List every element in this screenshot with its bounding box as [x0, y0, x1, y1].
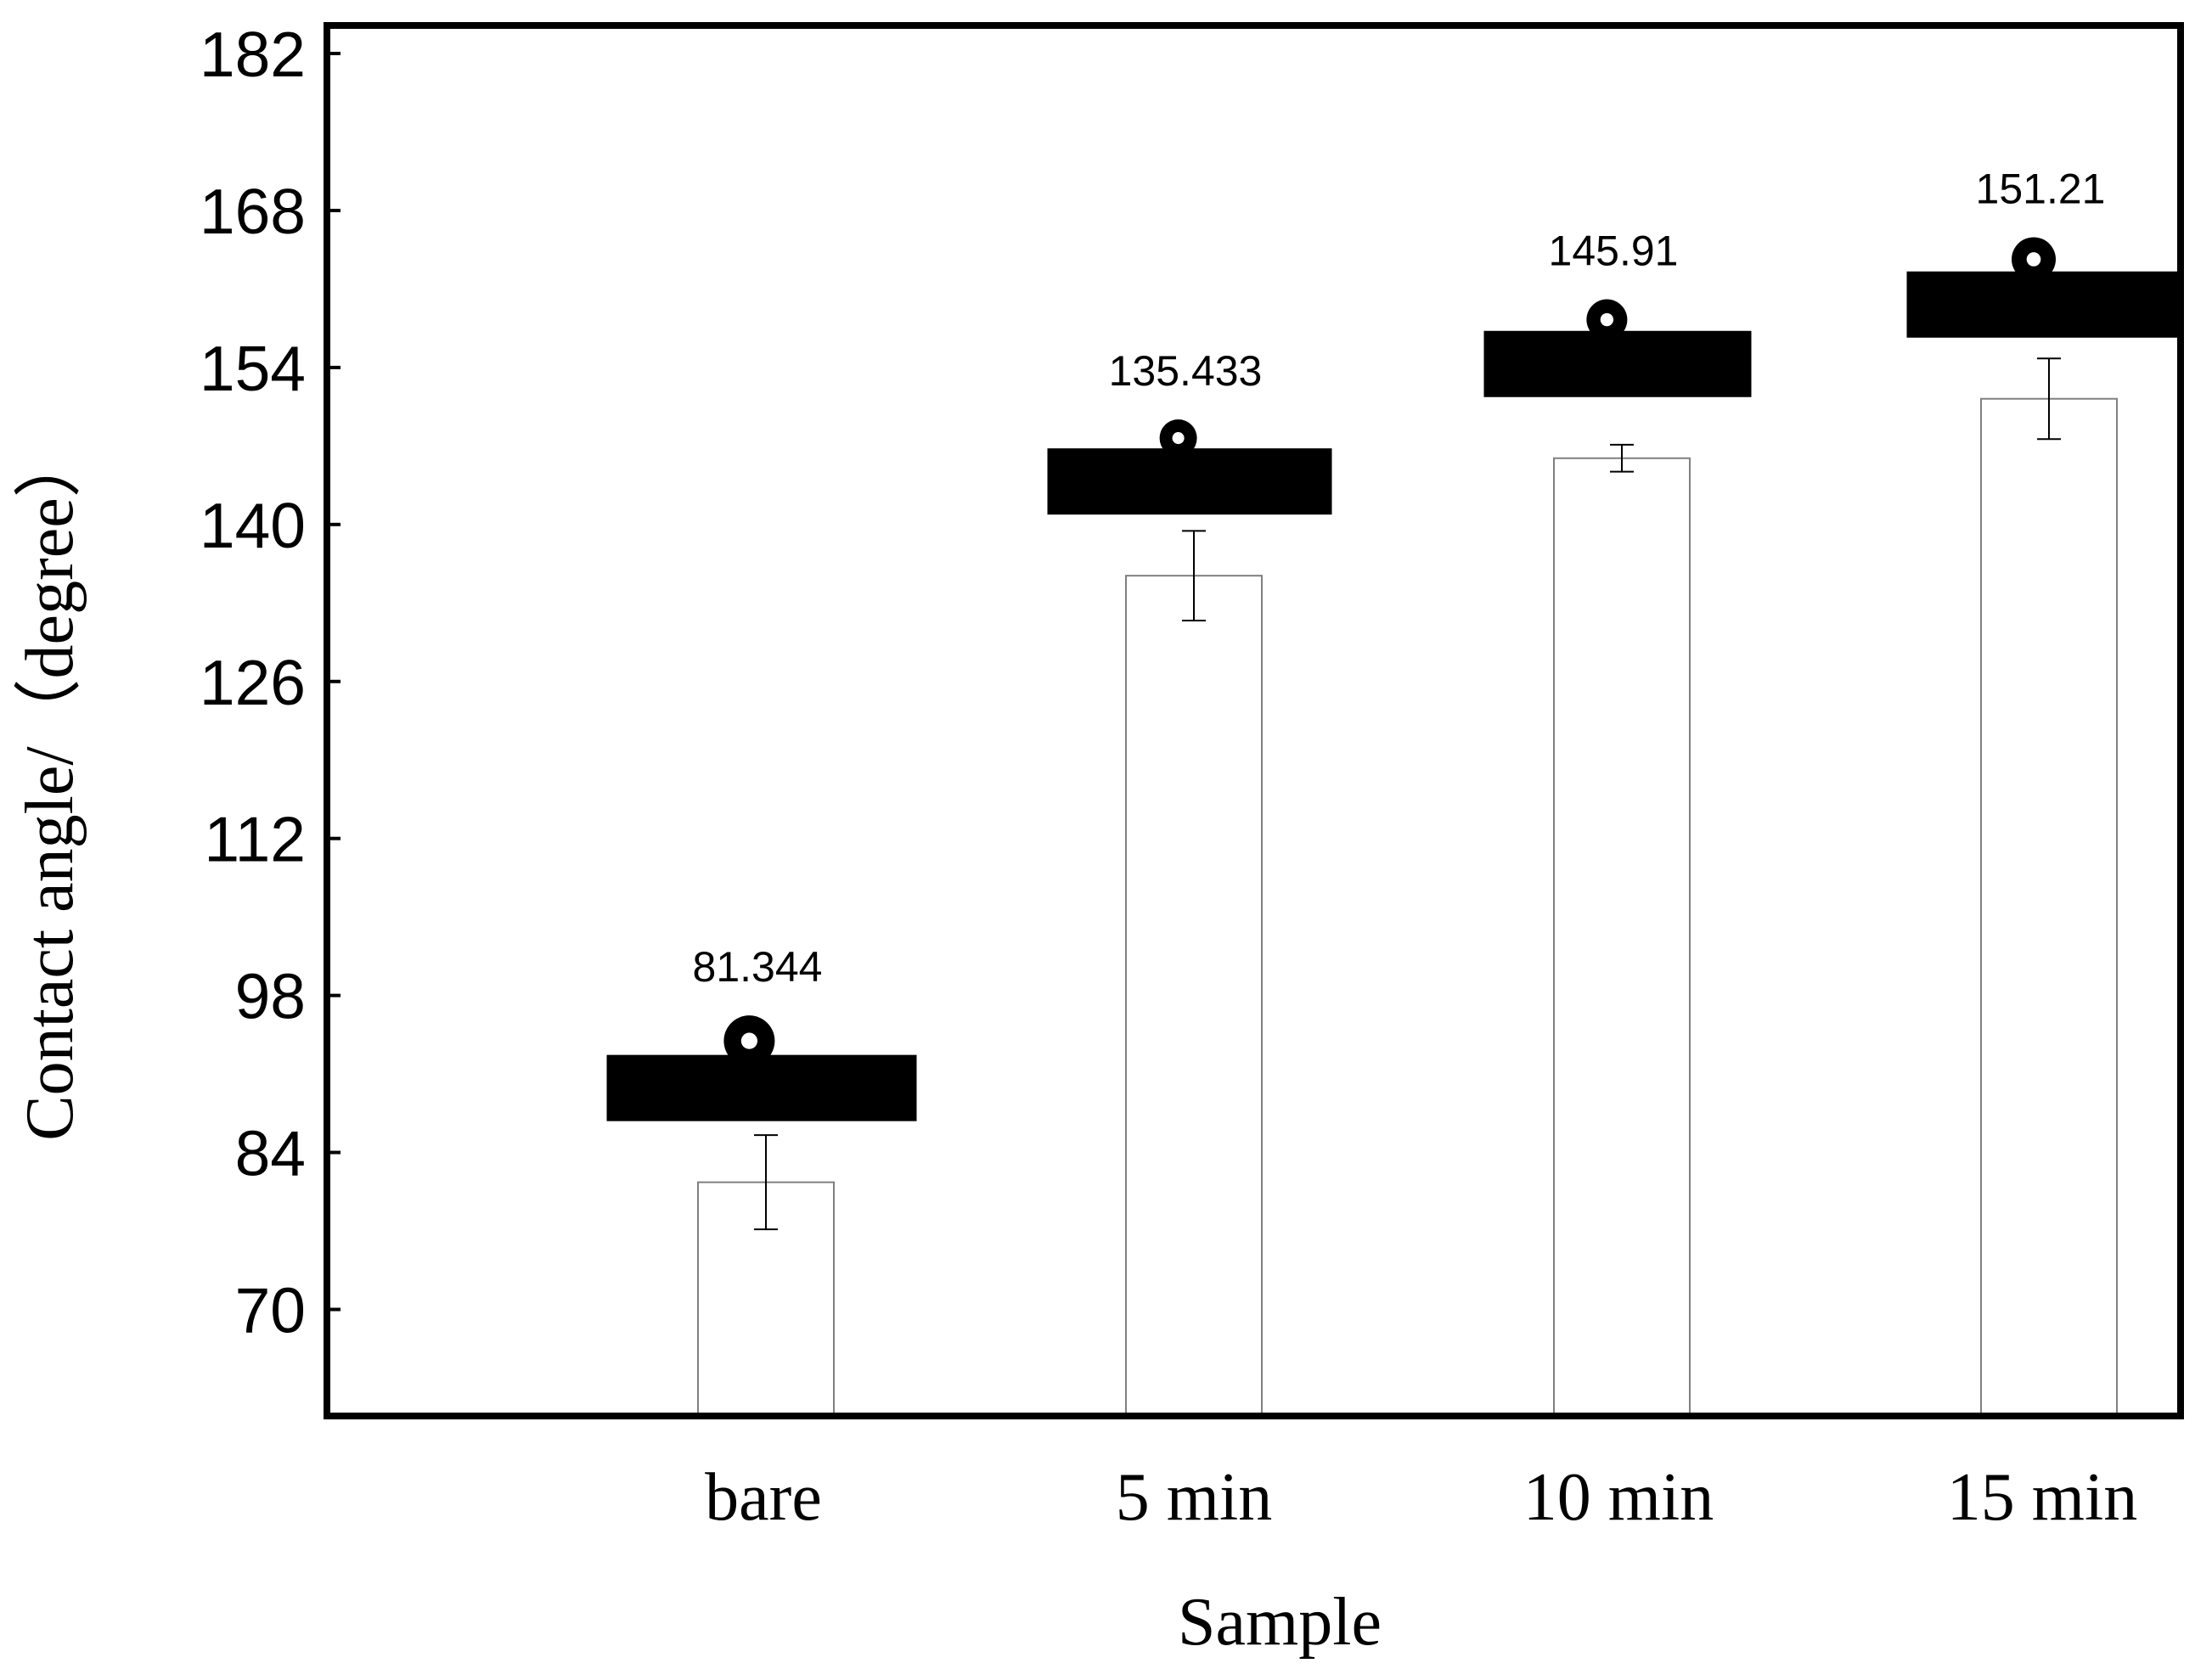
error-bar-3: [2037, 357, 2061, 441]
y-axis-title: Contact angle/（degree）: [13, 430, 87, 1140]
droplet-image-0: [606, 1015, 917, 1121]
droplet-substrate-2: [1483, 330, 1752, 397]
droplet-highlight-2: [1600, 312, 1614, 327]
error-bar-2: [1610, 443, 1634, 473]
category-label-1: 5 min: [1116, 1460, 1272, 1535]
plot-area: 81.344 135.433 145.91 151.21: [606, 165, 2183, 1418]
y-tick-label-7: 168: [200, 176, 306, 247]
data-label-1: 135.433: [1109, 347, 1263, 395]
y-tick-label-4: 126: [200, 647, 306, 718]
data-label-0: 81.344: [693, 943, 823, 991]
y-tick-label-1: 84: [235, 1118, 306, 1189]
droplet-substrate-3: [1906, 271, 2183, 338]
x-axis-title: Sample: [1178, 1585, 1382, 1660]
droplet-image-3: [1906, 237, 2183, 338]
error-bar-1: [1182, 530, 1206, 621]
droplet-highlight-0: [740, 1032, 758, 1049]
y-tick-label-5: 140: [200, 490, 306, 561]
droplet-substrate-1: [1047, 448, 1332, 515]
category-label-2: 10 min: [1523, 1460, 1714, 1535]
y-axis: 70 84 98 112 126 140 154 168 182: [200, 19, 341, 1346]
droplet-substrate-0: [606, 1054, 917, 1121]
error-bar-0: [754, 1134, 778, 1231]
data-label-2: 145.91: [1549, 228, 1679, 275]
bar-1: [1125, 575, 1263, 1417]
plot-frame: [324, 22, 2184, 1419]
category-label-0: bare: [705, 1460, 822, 1535]
droplet-highlight-3: [2026, 252, 2041, 267]
y-tick-label-0: 70: [235, 1275, 306, 1346]
droplet-image-1: [1047, 419, 1332, 515]
category-label-3: 15 min: [1947, 1460, 2137, 1535]
y-tick-label-8: 182: [200, 19, 306, 90]
data-label-3: 151.21: [1976, 165, 2106, 212]
droplet-highlight-1: [1172, 432, 1185, 445]
y-tick-label-3: 112: [204, 804, 306, 875]
bar-2: [1553, 457, 1691, 1417]
bar-3: [1980, 397, 2118, 1418]
x-axis: bare 5 min 10 min 15 min: [705, 1460, 2137, 1535]
y-tick-label-2: 98: [235, 961, 306, 1032]
droplet-image-2: [1483, 299, 1752, 397]
y-tick-label-6: 154: [200, 333, 306, 404]
